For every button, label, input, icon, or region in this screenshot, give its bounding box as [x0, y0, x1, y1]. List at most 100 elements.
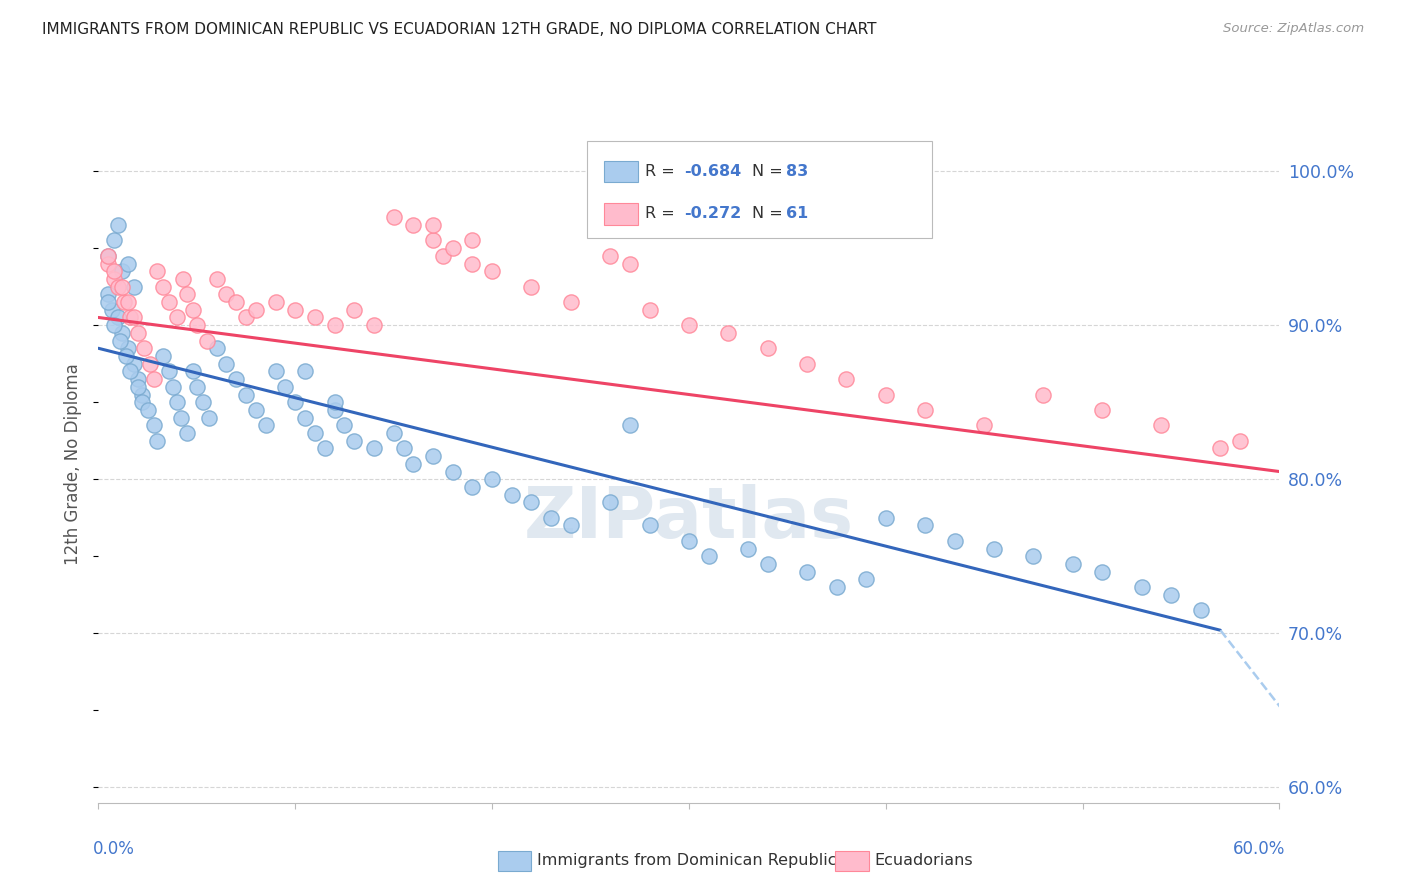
- Point: [118, 364, 141, 378]
- Point: [186, 380, 208, 394]
- Point: [796, 357, 818, 371]
- Point: [1229, 434, 1251, 448]
- Point: [166, 395, 188, 409]
- Text: Ecuadorians: Ecuadorians: [875, 854, 973, 868]
- Point: [245, 403, 267, 417]
- Point: [619, 256, 641, 270]
- Point: [136, 403, 159, 417]
- Point: [697, 549, 720, 564]
- Point: [112, 295, 135, 310]
- Point: [1189, 603, 1212, 617]
- Point: [855, 573, 877, 587]
- Point: [678, 318, 700, 333]
- Point: [122, 310, 145, 325]
- Point: [152, 279, 174, 293]
- Point: [441, 465, 464, 479]
- Point: [619, 418, 641, 433]
- Text: 60.0%: 60.0%: [1233, 840, 1285, 858]
- Point: [117, 256, 139, 270]
- Text: R =: R =: [645, 206, 681, 221]
- Point: [103, 234, 125, 248]
- Point: [314, 442, 336, 456]
- Point: [142, 418, 165, 433]
- Point: [402, 218, 425, 232]
- Text: 83: 83: [786, 164, 808, 179]
- Point: [481, 264, 503, 278]
- Text: -0.684: -0.684: [685, 164, 742, 179]
- Point: [717, 326, 740, 340]
- Point: [638, 518, 661, 533]
- Text: -0.272: -0.272: [685, 206, 742, 221]
- Point: [284, 302, 307, 317]
- Point: [103, 272, 125, 286]
- Point: [382, 425, 405, 440]
- Point: [875, 387, 897, 401]
- Point: [1032, 387, 1054, 401]
- Point: [382, 211, 405, 225]
- Point: [103, 318, 125, 333]
- Point: [1022, 549, 1045, 564]
- Point: [157, 295, 180, 310]
- Text: ZIPatlas: ZIPatlas: [524, 483, 853, 552]
- Point: [152, 349, 174, 363]
- Point: [215, 357, 238, 371]
- Point: [225, 372, 247, 386]
- Point: [138, 357, 160, 371]
- Point: [107, 218, 129, 232]
- Point: [97, 256, 120, 270]
- Point: [172, 272, 194, 286]
- Point: [599, 249, 621, 263]
- Point: [422, 234, 444, 248]
- Point: [166, 310, 188, 325]
- Point: [107, 279, 129, 293]
- Point: [111, 264, 134, 278]
- Point: [461, 234, 484, 248]
- Point: [107, 310, 129, 325]
- Point: [131, 395, 153, 409]
- Text: 61: 61: [786, 206, 808, 221]
- Point: [914, 518, 936, 533]
- Point: [943, 533, 966, 548]
- Y-axis label: 12th Grade, No Diploma: 12th Grade, No Diploma: [65, 363, 83, 565]
- Point: [461, 256, 484, 270]
- Point: [294, 364, 316, 378]
- Point: [122, 357, 145, 371]
- Point: [363, 318, 385, 333]
- Point: [97, 295, 120, 310]
- Point: [131, 387, 153, 401]
- Point: [432, 249, 454, 263]
- Point: [235, 387, 257, 401]
- Point: [343, 302, 366, 317]
- Point: [101, 302, 124, 317]
- Point: [170, 410, 193, 425]
- Point: [402, 457, 425, 471]
- Point: [1209, 442, 1232, 456]
- Point: [127, 380, 149, 394]
- Point: [108, 334, 131, 348]
- Point: [122, 279, 145, 293]
- Point: [1091, 565, 1114, 579]
- Point: [638, 302, 661, 317]
- Point: [205, 272, 228, 286]
- Point: [560, 518, 582, 533]
- Point: [973, 418, 995, 433]
- Point: [117, 295, 139, 310]
- Point: [264, 364, 287, 378]
- Point: [304, 425, 326, 440]
- Point: [343, 434, 366, 448]
- Point: [1160, 588, 1182, 602]
- Point: [323, 403, 346, 417]
- Point: [1150, 418, 1173, 433]
- Point: [111, 326, 134, 340]
- Point: [146, 264, 169, 278]
- Point: [191, 395, 214, 409]
- Point: [520, 495, 543, 509]
- Point: [796, 565, 818, 579]
- Point: [264, 295, 287, 310]
- Point: [284, 395, 307, 409]
- Point: [225, 295, 247, 310]
- Point: [111, 279, 134, 293]
- Point: [157, 364, 180, 378]
- Text: IMMIGRANTS FROM DOMINICAN REPUBLIC VS ECUADORIAN 12TH GRADE, NO DIPLOMA CORRELAT: IMMIGRANTS FROM DOMINICAN REPUBLIC VS EC…: [42, 22, 877, 37]
- Point: [501, 488, 523, 502]
